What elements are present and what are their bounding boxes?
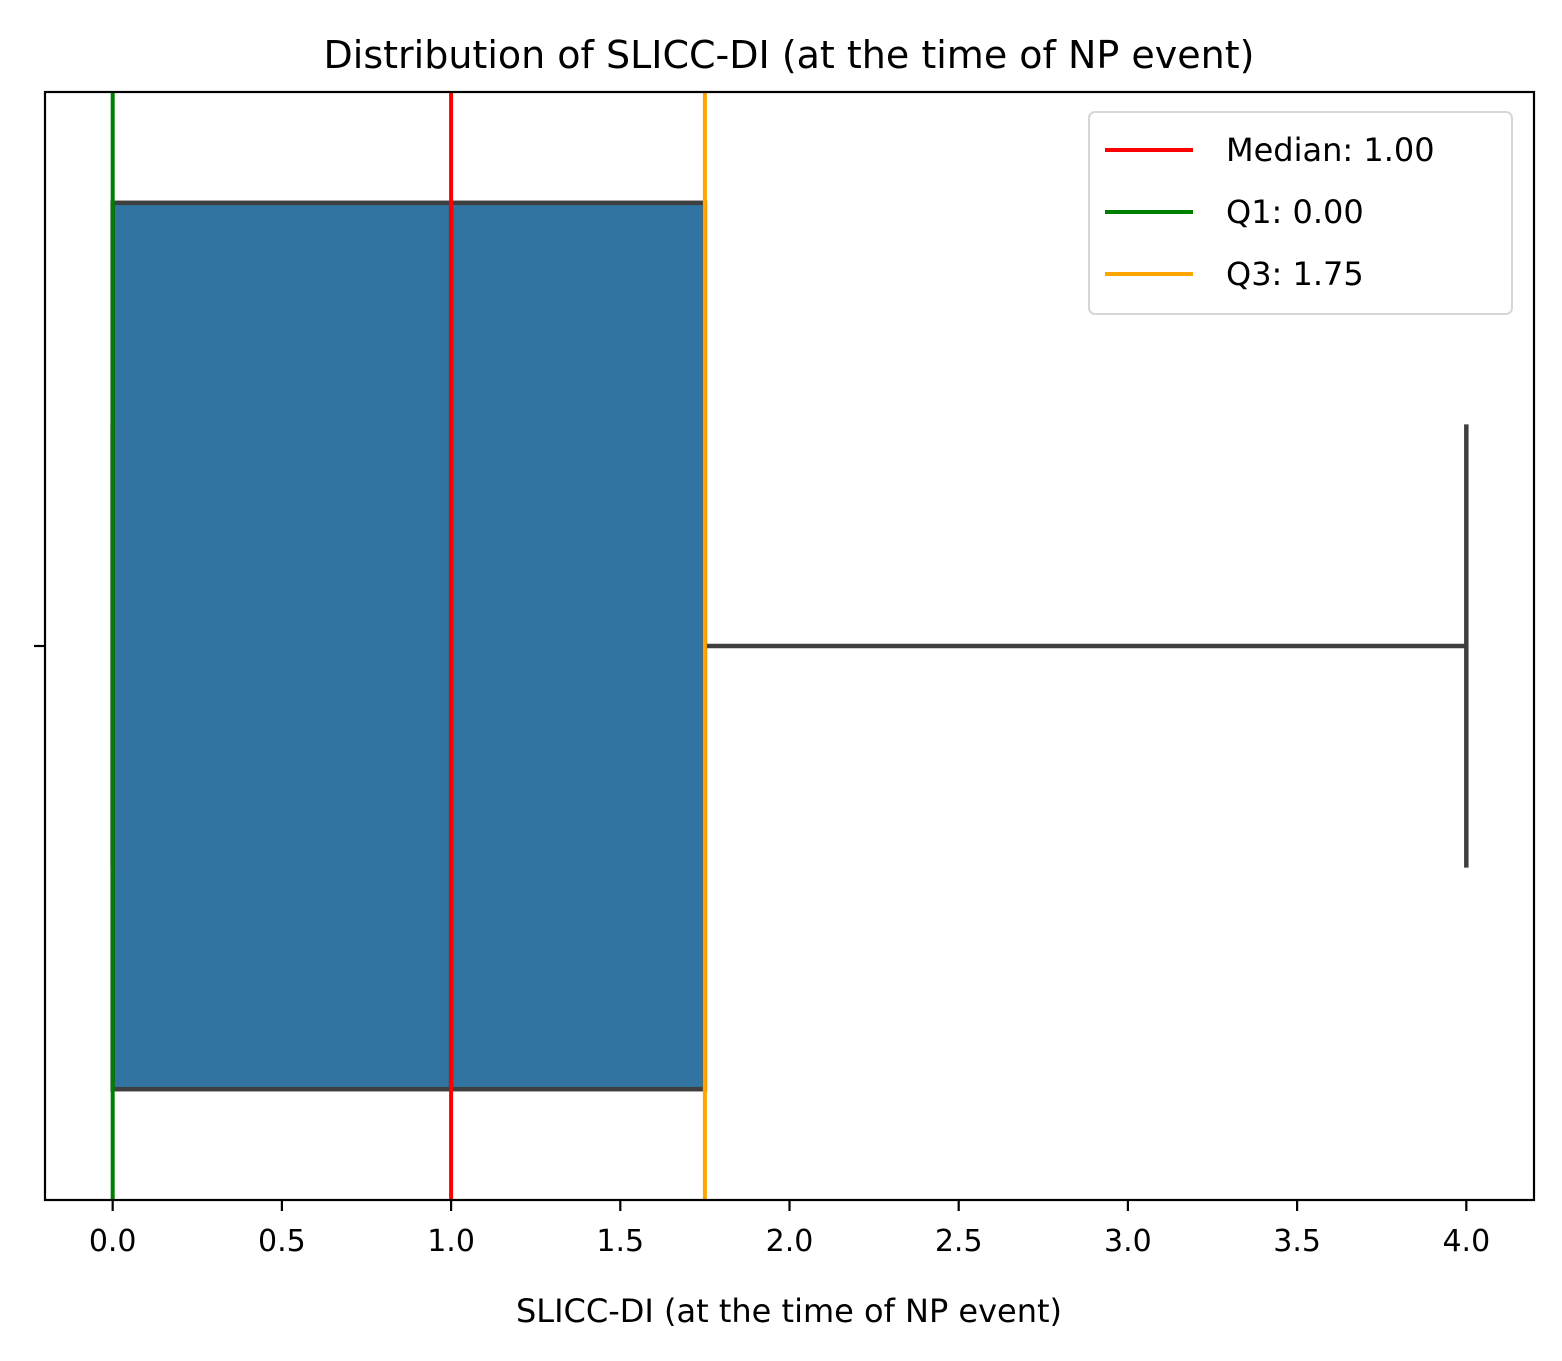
legend-label-0: Median: 1.00 [1226, 131, 1435, 169]
x-tick-label: 4.0 [1442, 1224, 1490, 1259]
chart-title: Distribution of SLICC-DI (at the time of… [324, 33, 1255, 77]
x-tick-label: 2.0 [766, 1224, 814, 1259]
x-tick-label: 1.5 [596, 1224, 644, 1259]
x-tick-label: 0.5 [258, 1224, 306, 1259]
x-tick-label: 3.5 [1273, 1224, 1321, 1259]
x-tick-label: 2.5 [935, 1224, 983, 1259]
legend-label-2: Q3: 1.75 [1226, 255, 1364, 293]
legend-label-1: Q1: 0.00 [1226, 193, 1364, 231]
x-tick-label: 1.0 [427, 1224, 475, 1259]
legend-box [1088, 111, 1513, 315]
x-tick-label: 3.0 [1104, 1224, 1152, 1259]
x-axis-label: SLICC-DI (at the time of NP event) [516, 1292, 1062, 1330]
x-axis-ticks: 0.0 0.5 1.0 1.5 2.0 2.5 3.0 3.5 4.0 [89, 1200, 1490, 1259]
legend: Median: 1.00 Q1: 0.00 Q3: 1.75 [1088, 111, 1513, 315]
x-tick-label: 0.0 [89, 1224, 137, 1259]
box-body [110, 200, 708, 1092]
